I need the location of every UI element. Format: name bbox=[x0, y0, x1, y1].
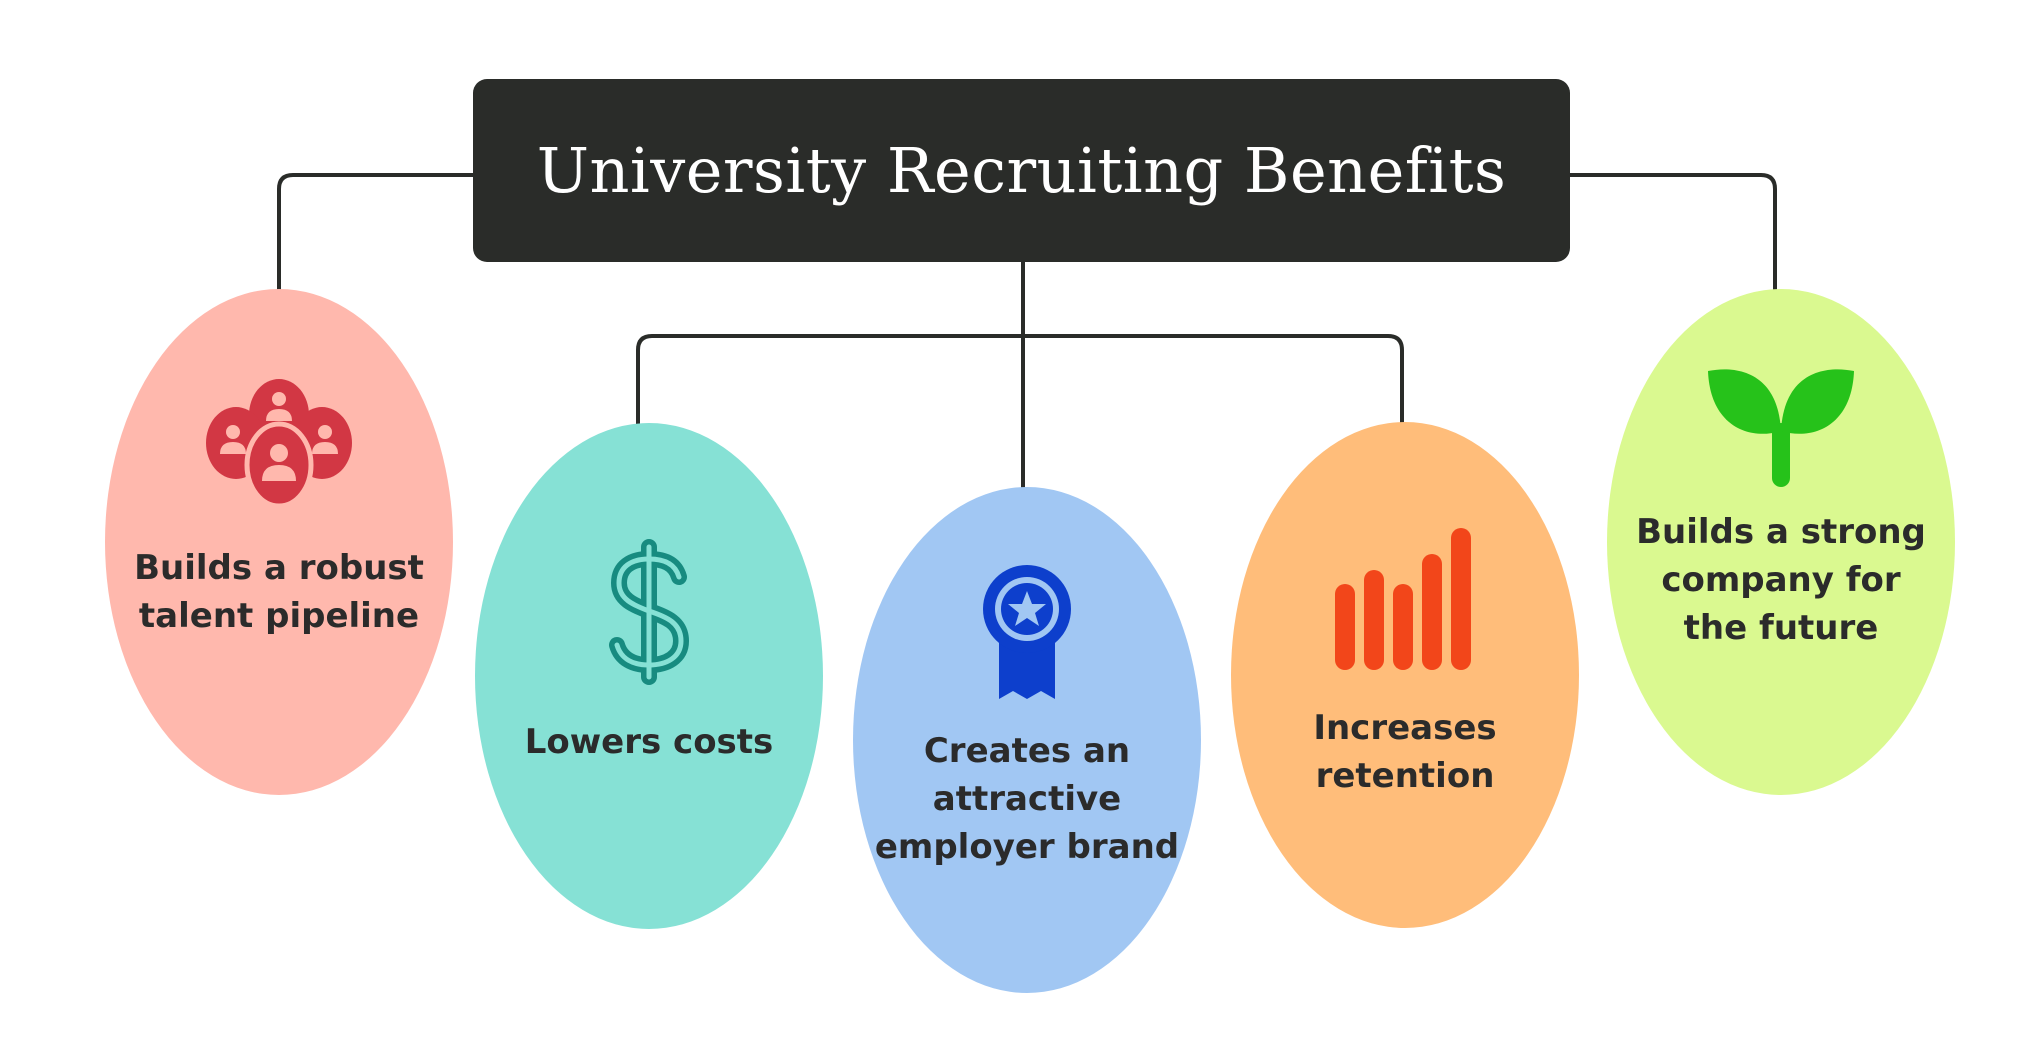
sprout-icon bbox=[1708, 365, 1854, 494]
benefit-node-talent-pipeline: Builds a robust talent pipeline bbox=[105, 289, 453, 795]
bar-chart-icon bbox=[1332, 526, 1478, 677]
benefit-node-future-company: Builds a strong company for the future bbox=[1607, 289, 1955, 795]
dollar-icon bbox=[601, 539, 697, 690]
people-group-icon bbox=[206, 377, 352, 514]
benefit-label: Creates an attractive employer brand bbox=[874, 731, 1180, 867]
diagram-title: University Recruiting Benefits bbox=[536, 134, 1507, 207]
title-box: University Recruiting Benefits bbox=[473, 79, 1570, 262]
award-ribbon-icon bbox=[979, 563, 1075, 708]
benefit-label: Lowers costs bbox=[524, 722, 774, 762]
connector-left-outer bbox=[277, 173, 473, 290]
benefit-label: Increases retention bbox=[1313, 708, 1497, 796]
benefit-node-employer-brand: Creates an attractive employer brand bbox=[853, 487, 1201, 993]
benefit-label: Builds a strong company for the future bbox=[1636, 512, 1926, 648]
benefit-node-retention: Increases retention bbox=[1231, 422, 1579, 928]
connector-right-outer bbox=[1570, 173, 1777, 290]
benefit-label: Builds a robust talent pipeline bbox=[134, 548, 424, 636]
benefit-node-lowers-costs: Lowers costs bbox=[475, 423, 823, 929]
connector-inner-branch bbox=[636, 334, 1404, 424]
